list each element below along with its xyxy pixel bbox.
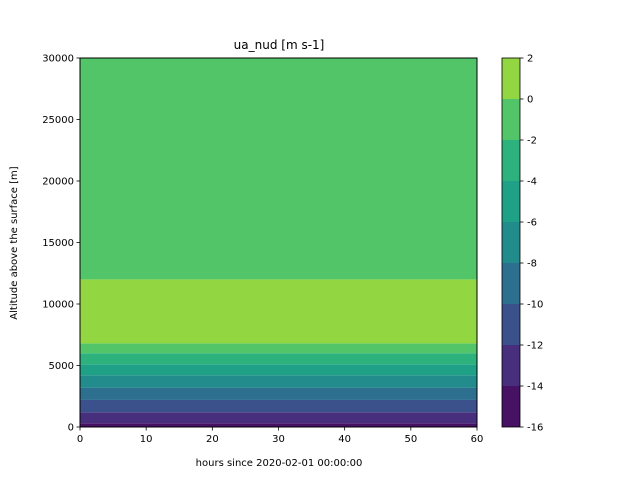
colorbar-tick-label: -10 <box>527 300 543 311</box>
colorbar-tick-label: -12 <box>527 341 543 352</box>
contour-band <box>80 399 477 413</box>
colorbar-swatch <box>502 345 520 386</box>
colorbar-tick-label: -2 <box>527 136 537 147</box>
x-tick-label: 0 <box>77 434 83 445</box>
x-tick-label: 30 <box>272 434 285 445</box>
chart-title: ua_nud [m s-1] <box>234 38 325 52</box>
colorbar-swatch <box>502 140 520 181</box>
colorbar-tick-label: -6 <box>527 218 537 229</box>
colorbar: -16 -14 -12 -10 -8 -6 -4 -2 0 2 <box>501 54 543 434</box>
colorbar-tick-label: 0 <box>527 95 533 106</box>
x-tick-label: 50 <box>404 434 417 445</box>
y-axis: 0 5000 10000 15000 20000 25000 30000 <box>42 54 80 434</box>
colorbar-frame <box>501 57 521 428</box>
contour-band <box>80 423 477 427</box>
y-tick-label: 10000 <box>42 300 74 311</box>
colorbar-swatch <box>502 181 520 222</box>
x-tick-label: 10 <box>140 434 153 445</box>
y-tick-label: 30000 <box>42 54 74 65</box>
y-axis-label: Altitude above the surface [m] <box>9 166 20 319</box>
colorbar-swatch <box>502 58 520 99</box>
y-tick-label: 15000 <box>42 238 74 249</box>
y-tick-label: 25000 <box>42 115 74 126</box>
colorbar-swatch <box>502 304 520 345</box>
contour-band <box>80 375 477 388</box>
x-tick-label: 40 <box>338 434 351 445</box>
contour-band <box>80 387 477 400</box>
colorbar-swatch <box>502 386 520 427</box>
colorbar-tick-label: -4 <box>527 177 537 188</box>
colorbar-swatch <box>502 99 520 140</box>
contour-band <box>80 58 477 280</box>
x-tick-label: 20 <box>206 434 219 445</box>
contour-band <box>80 364 477 376</box>
colorbar-tick-label: -16 <box>527 423 543 434</box>
colorbar-tick-label: -14 <box>527 382 543 393</box>
contour-band <box>80 353 477 365</box>
x-axis-label: hours since 2020-02-01 00:00:00 <box>196 458 363 469</box>
contour-band <box>80 412 477 424</box>
x-tick-label: 60 <box>471 434 484 445</box>
y-tick-label: 20000 <box>42 177 74 188</box>
y-tick-label: 5000 <box>49 361 74 372</box>
colorbar-tick-label: 2 <box>527 54 533 65</box>
colorbar-tick-label: -8 <box>527 259 537 270</box>
contour-band <box>80 279 477 344</box>
y-tick-label: 0 <box>68 423 74 434</box>
x-axis: 0 10 20 30 40 50 60 <box>77 427 484 445</box>
contour-band <box>80 343 477 354</box>
colorbar-swatch <box>502 222 520 263</box>
colorbar-swatch <box>502 263 520 304</box>
plot-bands <box>80 58 477 427</box>
